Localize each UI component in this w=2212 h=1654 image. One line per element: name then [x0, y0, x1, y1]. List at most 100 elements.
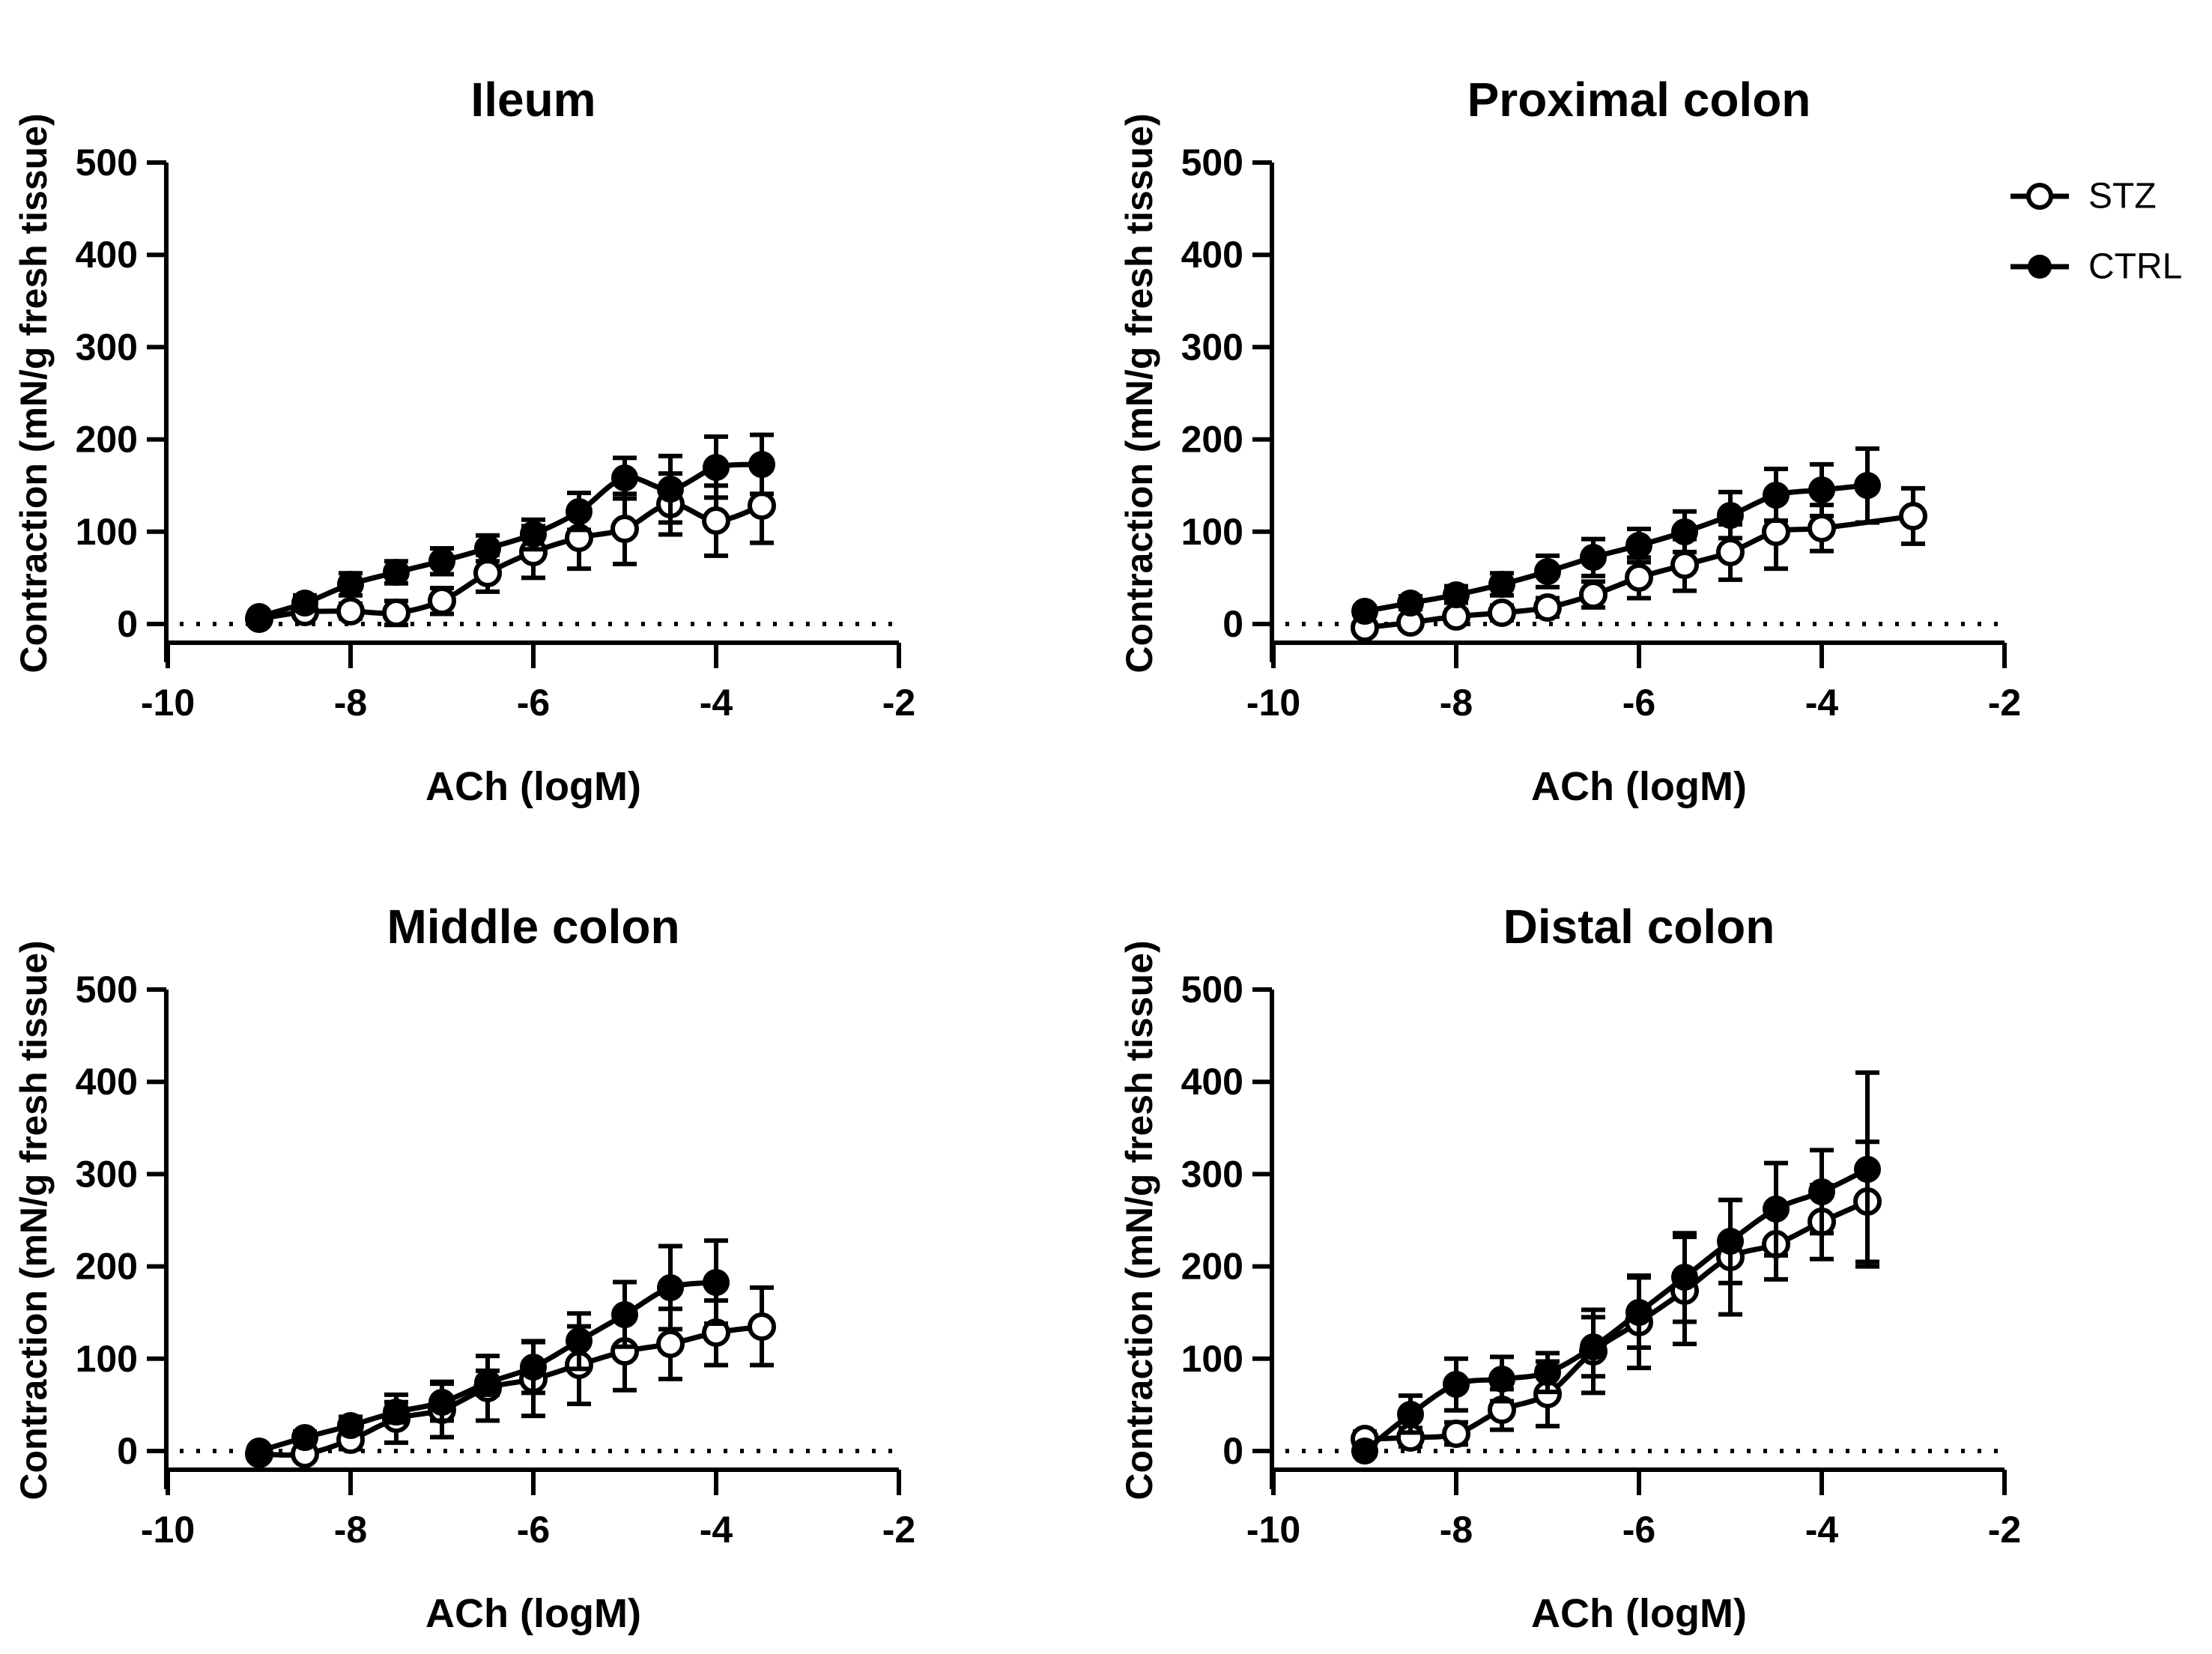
data-point-filled-circle	[291, 1424, 318, 1451]
data-point-open-circle	[1533, 593, 1562, 622]
x-tick-label: -2	[882, 1509, 915, 1551]
data-point-filled-circle	[611, 1301, 638, 1328]
x-tick-label: -2	[882, 682, 915, 724]
data-point-filled-circle	[1351, 1438, 1378, 1464]
series-ctrl	[246, 432, 775, 630]
series-ctrl	[246, 1238, 730, 1464]
y-tick-label: 400	[76, 1061, 138, 1103]
data-point-filled-circle	[383, 559, 410, 586]
y-tick-label: 0	[1222, 603, 1243, 645]
x-tick-label: -4	[700, 1509, 733, 1551]
data-point-filled-circle	[1534, 558, 1561, 585]
x-axis-title: ACh (logM)	[1531, 1591, 1747, 1636]
data-point-filled-circle	[657, 1274, 684, 1301]
data-point-filled-circle	[246, 1438, 273, 1464]
y-tick-label: 500	[76, 142, 138, 184]
data-point-filled-circle	[566, 498, 593, 525]
x-tick-label: -2	[1988, 1509, 2021, 1551]
series-ctrl-curve	[1364, 482, 1868, 614]
x-tick-label: -4	[1805, 1509, 1839, 1551]
data-point-open-circle	[1808, 514, 1836, 542]
data-point-open-circle	[1762, 518, 1790, 546]
data-point-open-circle	[702, 506, 730, 535]
distal-colon-plot: 0 100 200 300 400 500 -10 -8 -6 -4 -2 Distal colon A…	[1118, 900, 2021, 1636]
y-tick-label: 0	[1222, 1430, 1243, 1472]
y-tick-label: 0	[117, 603, 138, 645]
y-tick-label: 400	[1181, 234, 1243, 276]
y-tick-label: 300	[76, 326, 138, 368]
data-point-open-circle	[473, 559, 502, 587]
x-tick-label: -6	[517, 682, 550, 724]
data-point-filled-circle	[1808, 1178, 1835, 1205]
axes: 0 100 200 300 400 500 -10 -8 -6 -4 -2	[76, 142, 916, 724]
data-point-filled-circle	[703, 1269, 730, 1296]
y-tick-label: 0	[117, 1430, 138, 1472]
data-point-filled-circle	[611, 464, 638, 491]
x-tick-label: -10	[1246, 1509, 1300, 1551]
legend: STZ CTRL	[2011, 177, 2182, 287]
data-point-filled-circle	[1443, 581, 1470, 608]
data-point-filled-circle	[1671, 1264, 1698, 1291]
y-axis-title: Contraction (mN/g fresh tissue)	[1118, 940, 1160, 1500]
data-point-filled-circle	[474, 1369, 501, 1396]
y-tick-label: 400	[76, 234, 138, 276]
panel-middle-colon: 0 100 200 300 400 500 -10 -8 -6 -4 -2 Middle colon A…	[0, 827, 1106, 1654]
series-stz	[1351, 485, 1927, 642]
x-tick-label: -8	[1440, 682, 1473, 724]
legend-open-circle-icon	[2026, 183, 2053, 210]
x-tick-label: -10	[1246, 682, 1300, 724]
series-ctrl	[1351, 1070, 1881, 1464]
data-point-open-circle	[1716, 538, 1745, 566]
data-point-filled-circle	[1625, 1299, 1652, 1326]
data-point-open-circle	[610, 515, 639, 543]
data-point-open-circle	[382, 599, 410, 627]
data-point-filled-circle	[1534, 1359, 1561, 1386]
data-point-filled-circle	[474, 535, 501, 562]
data-point-filled-circle	[1854, 472, 1881, 499]
series-stz-curve	[1364, 1199, 1869, 1442]
data-point-open-circle	[1442, 1420, 1470, 1448]
data-point-filled-circle	[1625, 532, 1652, 559]
middle-colon-plot: 0 100 200 300 400 500 -10 -8 -6 -4 -2 Middle colon A…	[13, 900, 916, 1636]
panel-title: Proximal colon	[1467, 73, 1811, 127]
data-point-filled-circle	[1488, 571, 1515, 598]
data-point-open-circle	[1625, 563, 1653, 592]
x-tick-label: -10	[141, 1509, 195, 1551]
y-tick-label: 100	[76, 511, 138, 553]
x-tick-label: -8	[334, 682, 367, 724]
panel-title: Middle colon	[387, 900, 679, 954]
x-axis-title: ACh (logM)	[425, 1591, 641, 1636]
y-tick-label: 200	[1181, 1246, 1243, 1288]
y-tick-label: 100	[1181, 511, 1243, 553]
ileum-plot: 0 100 200 300 400 500 -10 -8 -6 -4 -2 Ileum ACh (log…	[13, 73, 916, 809]
data-point-open-circle	[748, 491, 776, 520]
panel-ileum: 0 100 200 300 400 500 -10 -8 -6 -4 -2 Ileum ACh (log…	[0, 0, 1106, 827]
data-point-filled-circle	[1717, 1228, 1744, 1255]
y-tick-label: 300	[1181, 326, 1243, 368]
legend-label: CTRL	[2088, 247, 2182, 287]
series-stz-curve	[258, 1324, 763, 1458]
data-point-filled-circle	[337, 571, 364, 598]
x-tick-label: -6	[517, 1509, 550, 1551]
data-point-open-circle	[656, 1330, 685, 1358]
data-point-filled-circle	[1488, 1366, 1515, 1393]
y-axis-title: Contraction (mN/g fresh tissue)	[13, 940, 55, 1500]
data-point-filled-circle	[1763, 482, 1790, 509]
data-point-filled-circle	[428, 1389, 455, 1416]
y-tick-label: 100	[1181, 1338, 1243, 1380]
data-point-open-circle	[1899, 502, 1927, 530]
y-tick-label: 500	[1181, 969, 1243, 1011]
y-tick-label: 500	[76, 969, 138, 1011]
legend-item-ctrl: CTRL	[2011, 247, 2182, 287]
axes: 0 100 200 300 400 500 -10 -8 -6 -4 -2	[76, 969, 916, 1551]
x-tick-label: -6	[1622, 1509, 1655, 1551]
data-point-filled-circle	[1397, 1401, 1424, 1428]
y-tick-label: 500	[1181, 142, 1243, 184]
y-tick-label: 100	[76, 1338, 138, 1380]
data-point-filled-circle	[1671, 518, 1698, 545]
panel-title: Distal colon	[1503, 900, 1775, 954]
data-point-filled-circle	[383, 1399, 410, 1426]
series-ctrl-curve	[258, 461, 763, 620]
x-tick-label: -8	[334, 1509, 367, 1551]
